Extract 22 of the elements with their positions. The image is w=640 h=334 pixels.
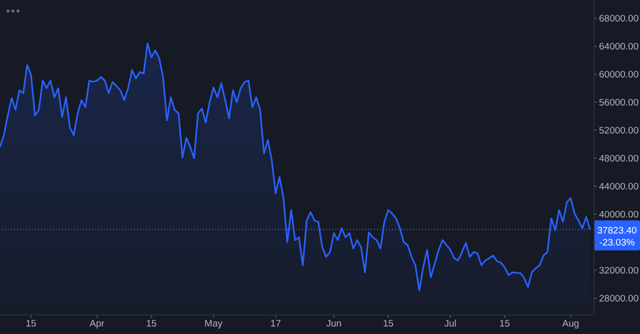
x-tick-label: 15: [499, 318, 510, 330]
x-tick-label: May: [204, 318, 223, 330]
x-tick-label: Apr: [90, 318, 104, 330]
y-tick-label: 32000.00: [599, 266, 639, 277]
y-tick-label: 60000.00: [599, 70, 639, 81]
x-tick-label: Jul: [444, 318, 456, 330]
y-tick-label: 48000.00: [599, 154, 639, 165]
text: -23.03%: [599, 237, 636, 248]
x-tick-label: Jun: [326, 318, 342, 330]
x-tick-label: 15: [146, 318, 157, 330]
x-tick-label: 17: [270, 318, 281, 330]
x-tick-label: 15: [26, 318, 36, 330]
x-tick-label: 15: [382, 318, 394, 330]
ref-line-label: 37823.40: [597, 225, 637, 236]
y-tick-label: 68000.00: [599, 14, 639, 25]
y-tick-label: 52000.00: [599, 126, 639, 137]
y-tick-label: 28000.00: [599, 294, 639, 305]
y-tick-label: 40000.00: [599, 210, 639, 221]
y-tick-label: 64000.00: [599, 42, 639, 53]
y-tick-label: 44000.00: [599, 182, 639, 193]
y-tick-label: 56000.00: [599, 98, 639, 109]
x-tick-label: Aug: [562, 318, 580, 330]
